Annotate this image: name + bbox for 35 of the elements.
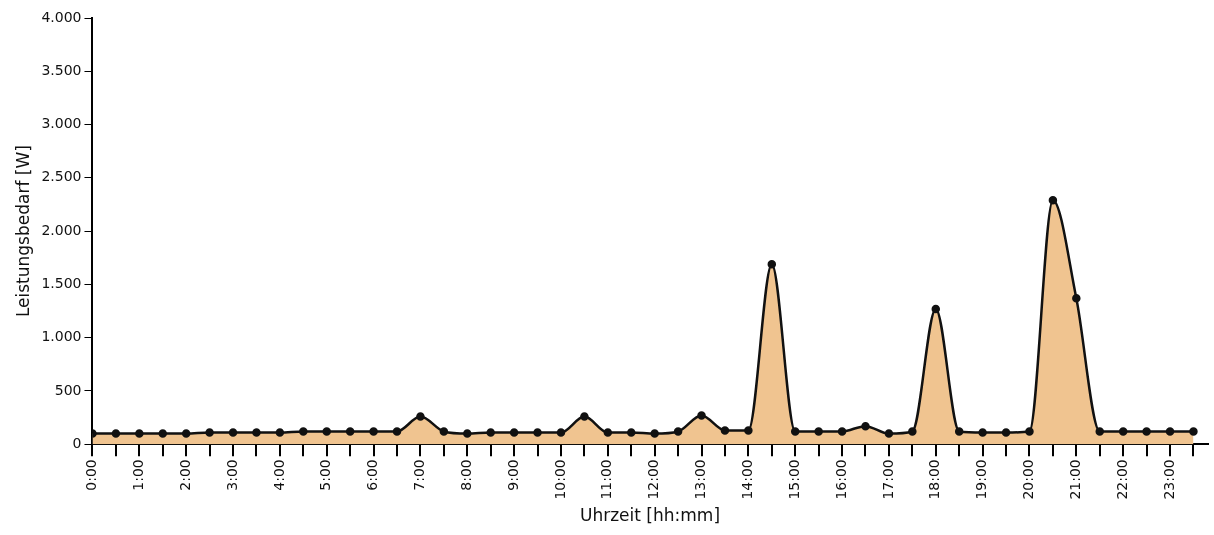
x-tick-label: 23:00 bbox=[1160, 459, 1177, 500]
x-tick-label: 19:00 bbox=[973, 459, 990, 500]
x-tick-label: 9:00 bbox=[504, 459, 521, 491]
x-tick-label: 21:00 bbox=[1066, 459, 1083, 500]
x-tick-label: 8:00 bbox=[457, 459, 474, 491]
y-tick-label: 2.500 bbox=[41, 168, 82, 185]
y-tick-label: 1.000 bbox=[41, 328, 82, 345]
x-tick-label: 5:00 bbox=[317, 459, 334, 491]
x-tick-label: 7:00 bbox=[411, 459, 428, 491]
y-tick-label: 0 bbox=[72, 434, 82, 451]
x-tick-label: 14:00 bbox=[739, 459, 756, 500]
x-tick-label: 18:00 bbox=[926, 459, 943, 500]
x-tick-label: 15:00 bbox=[785, 459, 802, 500]
x-tick-label: 22:00 bbox=[1113, 459, 1130, 500]
y-axis-title: Leistungsbedarf [W] bbox=[12, 145, 33, 318]
y-tick-label: 1.500 bbox=[41, 275, 82, 292]
x-tick-label: 11:00 bbox=[598, 459, 615, 500]
x-tick-label: 2:00 bbox=[176, 459, 193, 491]
y-tick-label: 2.000 bbox=[41, 221, 82, 238]
x-tick-label: 17:00 bbox=[879, 459, 896, 500]
x-tick-label: 13:00 bbox=[692, 459, 709, 500]
x-axis-title: Uhrzeit [hh:mm] bbox=[579, 505, 721, 526]
x-tick-label: 0:00 bbox=[83, 459, 100, 491]
y-tick-label: 4.000 bbox=[41, 8, 82, 25]
x-tick-label: 3:00 bbox=[223, 459, 240, 491]
x-tick-label: 1:00 bbox=[129, 459, 146, 491]
x-tick-label: 16:00 bbox=[832, 459, 849, 500]
y-tick-label: 500 bbox=[54, 381, 82, 398]
y-tick-label: 3.000 bbox=[41, 115, 82, 132]
x-tick-label: 4:00 bbox=[270, 459, 287, 491]
x-tick-label: 12:00 bbox=[645, 459, 662, 500]
x-tick-label: 20:00 bbox=[1020, 459, 1037, 500]
x-tick-label: 6:00 bbox=[364, 459, 381, 491]
x-tick-label: 10:00 bbox=[551, 459, 568, 500]
y-tick-label: 3.500 bbox=[41, 61, 82, 78]
